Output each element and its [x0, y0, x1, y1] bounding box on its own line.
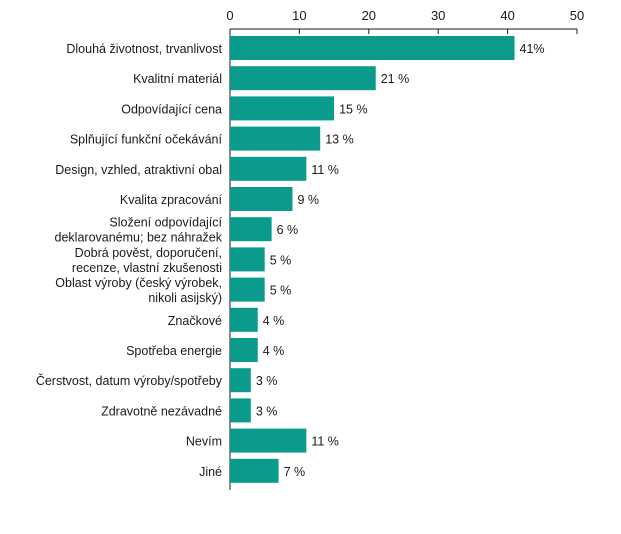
value-label: 11 % [311, 435, 339, 449]
category-label: Kvalitní materiál [133, 72, 222, 86]
x-tick-label: 20 [362, 8, 376, 23]
category-label-line: Čerstvost, datum výroby/spotřeby [36, 373, 223, 388]
bar [230, 307, 258, 332]
category-label: Design, vzhled, atraktivní obal [55, 163, 222, 177]
category-label: Splňující funkční očekávání [70, 133, 223, 147]
category-label-line: Značkové [168, 314, 222, 328]
category-label-line: Složení odpovídající [109, 216, 222, 230]
category-label-line: Kvalita zpracování [120, 193, 223, 207]
category-labels: Dlouhá životnost, trvanlivost Kvalitní ma… [36, 42, 223, 479]
category-label-line: Jiné [199, 465, 222, 479]
value-label: 41% [520, 42, 545, 56]
category-label-line: Splňující funkční očekávání [70, 133, 223, 147]
bar [230, 277, 265, 302]
value-label: 3 % [256, 374, 278, 388]
category-label: Jiné [199, 465, 222, 479]
category-label: Spotřeba energie [126, 344, 222, 358]
category-label: Čerstvost, datum výroby/spotřeby [36, 373, 223, 388]
value-label: 7 % [284, 465, 306, 479]
category-label-line: Zdravotně nezávadné [101, 404, 222, 418]
category-label: Nevím [186, 435, 222, 449]
value-label: 11 % [311, 163, 339, 177]
category-label-line: Nevím [186, 435, 222, 449]
category-label: Dobrá pověst, doporučení, recenze, vlastn… [72, 246, 222, 275]
category-label-line: Kvalitní materiál [133, 72, 222, 86]
category-label-line: Odpovídající cena [121, 102, 222, 116]
x-tick-label: 50 [570, 8, 584, 23]
value-label: 3 % [256, 404, 278, 418]
category-label: Značkové [168, 314, 222, 328]
bar [230, 66, 376, 91]
bar [230, 126, 321, 151]
x-tick-label: 30 [431, 8, 445, 23]
bar [230, 398, 251, 423]
category-label-line: deklarovanému; bez náhražek [55, 231, 223, 245]
bar [230, 338, 258, 362]
value-label: 5 % [270, 284, 292, 298]
category-label-line: Design, vzhled, atraktivní obal [55, 163, 222, 177]
category-label-line: Spotřeba energie [126, 344, 222, 358]
value-label: 5 % [270, 253, 292, 267]
value-label: 13 % [325, 133, 354, 147]
bar [230, 368, 251, 393]
value-label: 15 % [339, 102, 368, 116]
bar [230, 36, 515, 60]
category-label: Složení odpovídající deklarovanému; bez n… [55, 216, 223, 245]
category-label: Dlouhá životnost, trvanlivost [66, 42, 222, 56]
category-label: Kvalita zpracování [120, 193, 223, 207]
value-label: 6 % [277, 223, 299, 237]
category-label-line: Oblast výroby (český výrobek, [55, 276, 222, 290]
x-tick-label: 0 [226, 8, 233, 23]
value-label: 4 % [263, 314, 285, 328]
category-label-line: nikoli asijský) [148, 291, 222, 305]
bars [230, 36, 515, 483]
category-label-line: Dobrá pověst, doporučení, [75, 246, 222, 260]
bar [230, 156, 307, 181]
value-label: 9 % [297, 193, 319, 207]
bar [230, 217, 272, 242]
bar [230, 458, 279, 483]
bar [230, 247, 265, 272]
category-label: Odpovídající cena [121, 102, 222, 116]
x-tick-label: 10 [292, 8, 306, 23]
bar [230, 96, 335, 121]
category-label-line: Dlouhá životnost, trvanlivost [66, 42, 222, 56]
category-label: Zdravotně nezávadné [101, 404, 222, 418]
value-labels: 41% 21 % 15 % 13 % 11 % 9 % 6 % 5 % 5 % 4 % 4 % 3 %… [256, 42, 545, 479]
category-label: Oblast výroby (český výrobek, nikoli asij… [55, 276, 222, 305]
bar [230, 187, 293, 211]
x-tick-label: 40 [500, 8, 514, 23]
bar [230, 428, 307, 453]
category-label-line: recenze, vlastní zkušenosti [72, 261, 222, 275]
value-label: 21 % [381, 72, 410, 86]
value-label: 4 % [263, 344, 285, 358]
